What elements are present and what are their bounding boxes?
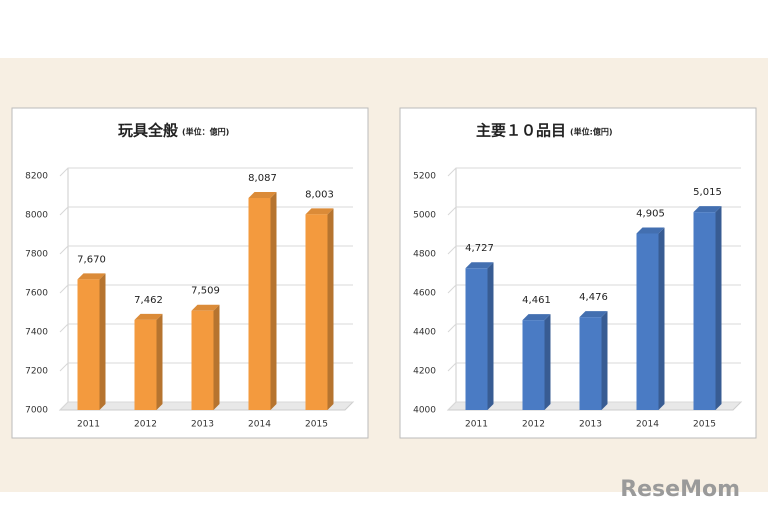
y-tick-label: 7600 xyxy=(25,289,48,299)
bar-side xyxy=(270,192,277,410)
bar-front xyxy=(305,214,328,410)
value-label: 5,015 xyxy=(693,187,722,198)
bar xyxy=(134,313,163,410)
y-tick-label: 4800 xyxy=(413,250,436,260)
bar-side xyxy=(715,206,722,410)
bar-top xyxy=(465,262,494,269)
y-tick-label: 7400 xyxy=(25,328,48,338)
x-tick-label: 2014 xyxy=(636,420,659,430)
y-tick-label: 5000 xyxy=(413,211,436,221)
bar-front xyxy=(693,212,716,410)
bar xyxy=(77,273,106,410)
bar-front xyxy=(522,320,545,410)
x-tick-label: 2014 xyxy=(248,420,271,430)
x-tick-label: 2015 xyxy=(693,420,716,430)
value-label: 8,087 xyxy=(248,173,277,184)
x-tick-label: 2012 xyxy=(134,420,157,430)
chart-subtitle: (単位：億円) xyxy=(182,127,229,137)
bar-side xyxy=(213,304,220,410)
value-label: 7,462 xyxy=(134,295,163,306)
bar xyxy=(305,208,334,410)
bar-front xyxy=(636,233,659,410)
bar xyxy=(579,311,608,410)
grid-line xyxy=(447,167,741,177)
bar-front xyxy=(191,310,214,410)
y-tick-label: 7800 xyxy=(25,250,48,260)
x-tick-label: 2015 xyxy=(305,420,328,430)
bar-front xyxy=(465,268,488,410)
x-tick-label: 2011 xyxy=(465,420,488,430)
y-tick-label: 8000 xyxy=(25,211,48,221)
value-label: 7,670 xyxy=(77,254,106,265)
value-label: 4,727 xyxy=(465,243,494,254)
grid-line xyxy=(447,206,741,216)
bar-side xyxy=(544,314,551,410)
x-tick-label: 2013 xyxy=(191,420,214,430)
chart-subtitle: (単位:億円) xyxy=(570,127,613,137)
y-tick-label: 4000 xyxy=(413,406,436,416)
bar-side xyxy=(658,227,665,410)
x-tick-label: 2012 xyxy=(522,420,545,430)
bar xyxy=(191,304,220,410)
bar-side xyxy=(327,208,334,410)
bar-front xyxy=(248,198,271,410)
bar-top xyxy=(522,314,551,321)
bar xyxy=(636,227,665,410)
bar-top xyxy=(693,206,722,213)
y-tick-label: 7200 xyxy=(25,367,48,377)
bar-top xyxy=(305,208,334,215)
bar-front xyxy=(77,279,100,410)
y-tick-label: 4200 xyxy=(413,367,436,377)
y-tick-label: 4600 xyxy=(413,289,436,299)
y-tick-label: 4400 xyxy=(413,328,436,338)
value-label: 8,003 xyxy=(305,189,334,200)
bar xyxy=(693,206,722,410)
bar-top xyxy=(191,304,220,311)
y-tick-label: 5200 xyxy=(413,172,436,182)
bar-top xyxy=(77,273,106,280)
grid-line xyxy=(59,167,353,177)
bar-side xyxy=(601,311,608,410)
bar-front xyxy=(579,317,602,410)
x-tick-label: 2013 xyxy=(579,420,602,430)
value-label: 7,509 xyxy=(191,286,220,297)
value-label: 4,476 xyxy=(579,292,608,303)
y-tick-label: 7000 xyxy=(25,406,48,416)
bar-top xyxy=(579,311,608,318)
bar xyxy=(248,192,277,410)
bar-top xyxy=(636,227,665,234)
x-tick-label: 2011 xyxy=(77,420,100,430)
watermark: ReseMom xyxy=(620,477,740,502)
bar-front xyxy=(134,319,157,410)
value-label: 4,905 xyxy=(636,209,665,220)
chart-title: 玩具全般 xyxy=(118,122,178,140)
bar xyxy=(465,262,494,410)
bar-side xyxy=(99,273,106,410)
bar-top xyxy=(248,192,277,199)
y-tick-label: 8200 xyxy=(25,172,48,182)
bar xyxy=(522,314,551,410)
value-label: 4,461 xyxy=(522,295,551,306)
bar-top xyxy=(134,313,163,320)
chart-title: 主要１０品目 xyxy=(476,122,566,140)
bar-side xyxy=(487,262,494,410)
bar-side xyxy=(156,313,163,410)
